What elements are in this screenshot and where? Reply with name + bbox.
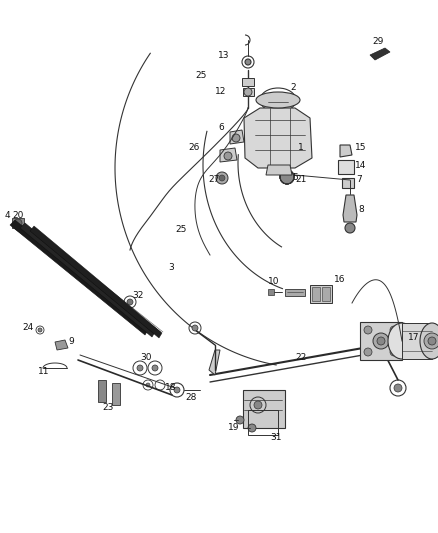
Text: 4: 4 bbox=[5, 211, 11, 220]
Circle shape bbox=[137, 365, 143, 371]
Circle shape bbox=[174, 387, 180, 393]
Circle shape bbox=[38, 328, 42, 332]
Bar bbox=[243, 390, 285, 428]
Text: 23: 23 bbox=[102, 403, 113, 413]
Text: 9: 9 bbox=[68, 337, 74, 346]
Circle shape bbox=[345, 223, 355, 233]
Polygon shape bbox=[378, 340, 393, 352]
Circle shape bbox=[364, 326, 372, 334]
Text: 25: 25 bbox=[175, 225, 187, 235]
Polygon shape bbox=[220, 148, 237, 162]
Bar bbox=[248, 410, 278, 435]
Circle shape bbox=[248, 424, 256, 432]
Circle shape bbox=[364, 348, 372, 356]
Polygon shape bbox=[209, 350, 220, 375]
Polygon shape bbox=[243, 88, 254, 96]
Text: 20: 20 bbox=[12, 211, 23, 220]
Polygon shape bbox=[340, 145, 352, 157]
Text: 17: 17 bbox=[408, 334, 420, 343]
Bar bbox=[310, 285, 332, 303]
Circle shape bbox=[424, 333, 438, 349]
Polygon shape bbox=[285, 289, 305, 296]
Circle shape bbox=[232, 134, 240, 142]
Circle shape bbox=[390, 348, 398, 356]
Bar bbox=[242, 78, 254, 86]
Text: 11: 11 bbox=[38, 367, 49, 376]
Bar bbox=[98, 380, 106, 402]
Circle shape bbox=[146, 383, 150, 387]
Circle shape bbox=[390, 326, 398, 334]
Polygon shape bbox=[230, 130, 244, 144]
Circle shape bbox=[245, 59, 251, 65]
Circle shape bbox=[224, 152, 232, 160]
Circle shape bbox=[394, 384, 402, 392]
Text: 18: 18 bbox=[165, 384, 177, 392]
Polygon shape bbox=[266, 165, 292, 175]
Text: 24: 24 bbox=[22, 324, 33, 333]
Circle shape bbox=[428, 337, 436, 345]
Polygon shape bbox=[20, 223, 155, 337]
Text: 1: 1 bbox=[298, 143, 304, 152]
Bar bbox=[342, 178, 354, 188]
Ellipse shape bbox=[388, 323, 416, 359]
Bar bbox=[322, 287, 330, 301]
Text: 7: 7 bbox=[356, 175, 362, 184]
Bar bbox=[360, 322, 402, 360]
Ellipse shape bbox=[256, 92, 300, 108]
Text: 21: 21 bbox=[295, 175, 306, 184]
Bar bbox=[338, 160, 354, 174]
Circle shape bbox=[244, 88, 252, 96]
Text: 12: 12 bbox=[215, 87, 226, 96]
Text: 27: 27 bbox=[208, 175, 219, 184]
Text: 22: 22 bbox=[295, 353, 306, 362]
Circle shape bbox=[219, 175, 225, 181]
Polygon shape bbox=[244, 108, 312, 168]
Circle shape bbox=[254, 401, 262, 409]
Circle shape bbox=[373, 333, 389, 349]
Text: 25: 25 bbox=[195, 70, 206, 79]
Text: 13: 13 bbox=[218, 51, 230, 60]
Polygon shape bbox=[10, 220, 148, 335]
Bar bbox=[402, 323, 432, 359]
Circle shape bbox=[14, 219, 22, 227]
Circle shape bbox=[236, 416, 244, 424]
Text: 29: 29 bbox=[372, 37, 383, 46]
Bar bbox=[268, 289, 274, 295]
Text: 3: 3 bbox=[168, 263, 174, 272]
Text: 30: 30 bbox=[140, 353, 152, 362]
Text: 5: 5 bbox=[292, 174, 298, 182]
Circle shape bbox=[127, 299, 133, 305]
Bar bbox=[12, 218, 24, 228]
Text: 26: 26 bbox=[188, 143, 199, 152]
Text: 14: 14 bbox=[355, 160, 366, 169]
Text: 2: 2 bbox=[290, 84, 296, 93]
Text: 28: 28 bbox=[185, 393, 196, 402]
Bar bbox=[112, 383, 120, 405]
Text: 8: 8 bbox=[358, 206, 364, 214]
Ellipse shape bbox=[420, 323, 438, 359]
Text: 15: 15 bbox=[355, 143, 367, 152]
Text: 10: 10 bbox=[268, 278, 279, 287]
Polygon shape bbox=[343, 195, 357, 222]
Text: 16: 16 bbox=[334, 276, 346, 285]
Circle shape bbox=[377, 337, 385, 345]
Circle shape bbox=[152, 365, 158, 371]
Polygon shape bbox=[55, 340, 68, 350]
Text: 6: 6 bbox=[218, 124, 224, 133]
Polygon shape bbox=[370, 48, 390, 60]
Circle shape bbox=[192, 325, 198, 331]
Circle shape bbox=[216, 172, 228, 184]
Circle shape bbox=[280, 170, 294, 184]
Text: 19: 19 bbox=[228, 424, 240, 432]
Text: 31: 31 bbox=[270, 433, 282, 442]
Bar bbox=[312, 287, 320, 301]
Text: 32: 32 bbox=[132, 290, 143, 300]
Polygon shape bbox=[30, 226, 162, 338]
